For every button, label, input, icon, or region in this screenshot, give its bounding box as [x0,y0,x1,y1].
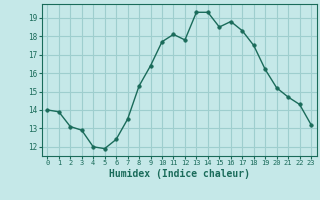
X-axis label: Humidex (Indice chaleur): Humidex (Indice chaleur) [109,169,250,179]
